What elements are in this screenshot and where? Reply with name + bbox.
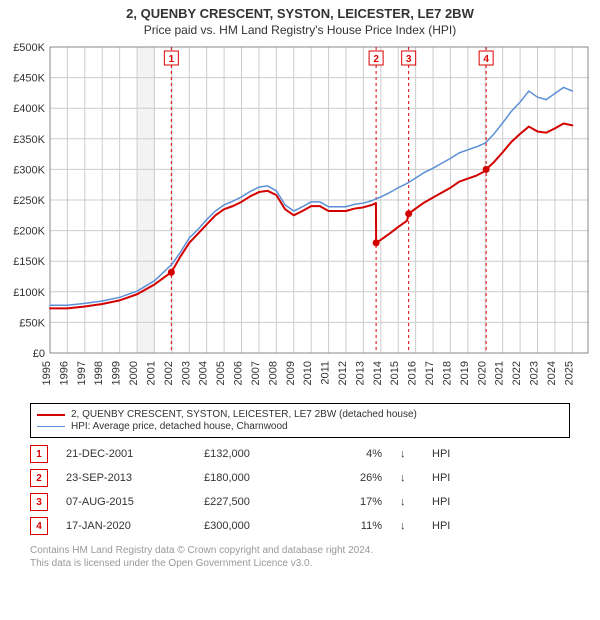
svg-text:2018: 2018 bbox=[441, 361, 453, 385]
svg-text:2000: 2000 bbox=[128, 361, 140, 385]
footer: Contains HM Land Registry data © Crown c… bbox=[0, 538, 600, 570]
svg-text:2007: 2007 bbox=[250, 361, 262, 385]
svg-text:2012: 2012 bbox=[337, 361, 349, 385]
svg-text:1998: 1998 bbox=[93, 361, 105, 385]
svg-text:2009: 2009 bbox=[285, 361, 297, 385]
footer-line-2: This data is licensed under the Open Gov… bbox=[30, 557, 570, 570]
svg-text:2021: 2021 bbox=[494, 361, 506, 385]
svg-text:2022: 2022 bbox=[511, 361, 523, 385]
svg-text:£100K: £100K bbox=[13, 287, 45, 299]
marker-price: £132,000 bbox=[204, 448, 304, 460]
marker-hpi-label: HPI bbox=[432, 448, 462, 460]
down-arrow-icon: ↓ bbox=[400, 496, 414, 508]
svg-text:2014: 2014 bbox=[372, 361, 384, 385]
marker-hpi-label: HPI bbox=[432, 496, 462, 508]
svg-text:1999: 1999 bbox=[111, 361, 123, 385]
svg-text:2020: 2020 bbox=[476, 361, 488, 385]
svg-text:£250K: £250K bbox=[13, 195, 45, 207]
marker-badge: 2 bbox=[30, 469, 48, 487]
svg-text:2004: 2004 bbox=[198, 361, 210, 385]
svg-text:2019: 2019 bbox=[459, 361, 471, 385]
down-arrow-icon: ↓ bbox=[400, 448, 414, 460]
marker-pct: 26% bbox=[322, 472, 382, 484]
marker-row: 1 21-DEC-2001 £132,000 4% ↓ HPI bbox=[30, 442, 570, 466]
svg-text:1995: 1995 bbox=[41, 361, 53, 385]
marker-row: 3 07-AUG-2015 £227,500 17% ↓ HPI bbox=[30, 490, 570, 514]
marker-badge: 1 bbox=[30, 445, 48, 463]
marker-date: 07-AUG-2015 bbox=[66, 496, 186, 508]
svg-text:£350K: £350K bbox=[13, 134, 45, 146]
svg-text:1996: 1996 bbox=[58, 361, 70, 385]
svg-text:1: 1 bbox=[169, 54, 175, 65]
marker-pct: 11% bbox=[322, 520, 382, 532]
svg-text:2024: 2024 bbox=[546, 361, 558, 385]
svg-text:2016: 2016 bbox=[407, 361, 419, 385]
svg-text:£150K: £150K bbox=[13, 256, 45, 268]
legend-item: 2, QUENBY CRESCENT, SYSTON, LEICESTER, L… bbox=[37, 409, 563, 420]
svg-text:£300K: £300K bbox=[13, 164, 45, 176]
marker-badge: 4 bbox=[30, 517, 48, 535]
svg-text:2017: 2017 bbox=[424, 361, 436, 385]
legend-label: HPI: Average price, detached house, Char… bbox=[71, 421, 288, 432]
svg-text:4: 4 bbox=[483, 54, 489, 65]
svg-text:£0: £0 bbox=[33, 348, 45, 360]
svg-text:2023: 2023 bbox=[529, 361, 541, 385]
title-area: 2, QUENBY CRESCENT, SYSTON, LEICESTER, L… bbox=[0, 0, 600, 37]
svg-text:2013: 2013 bbox=[354, 361, 366, 385]
marker-row: 2 23-SEP-2013 £180,000 26% ↓ HPI bbox=[30, 466, 570, 490]
down-arrow-icon: ↓ bbox=[400, 520, 414, 532]
markers-table: 1 21-DEC-2001 £132,000 4% ↓ HPI 2 23-SEP-2013 £1… bbox=[30, 442, 570, 538]
svg-text:£500K: £500K bbox=[13, 42, 45, 54]
marker-badge: 3 bbox=[30, 493, 48, 511]
svg-text:2010: 2010 bbox=[302, 361, 314, 385]
svg-text:2003: 2003 bbox=[180, 361, 192, 385]
chart: £0 £50K £100K £150K £200K £250K £300K £350K £400… bbox=[0, 37, 600, 397]
legend-swatch bbox=[37, 426, 65, 427]
legend-item: HPI: Average price, detached house, Char… bbox=[37, 421, 563, 432]
svg-text:2025: 2025 bbox=[563, 361, 575, 385]
marker-price: £180,000 bbox=[204, 472, 304, 484]
svg-text:2: 2 bbox=[373, 54, 379, 65]
marker-price: £300,000 bbox=[204, 520, 304, 532]
marker-row: 4 17-JAN-2020 £300,000 11% ↓ HPI bbox=[30, 514, 570, 538]
legend: 2, QUENBY CRESCENT, SYSTON, LEICESTER, L… bbox=[30, 403, 570, 438]
svg-text:1997: 1997 bbox=[76, 361, 88, 385]
svg-text:£400K: £400K bbox=[13, 103, 45, 115]
legend-swatch bbox=[37, 414, 65, 416]
marker-hpi-label: HPI bbox=[432, 472, 462, 484]
marker-hpi-label: HPI bbox=[432, 520, 462, 532]
title-address: 2, QUENBY CRESCENT, SYSTON, LEICESTER, L… bbox=[0, 6, 600, 21]
svg-text:2002: 2002 bbox=[163, 361, 175, 385]
svg-text:£200K: £200K bbox=[13, 226, 45, 238]
svg-text:2011: 2011 bbox=[320, 361, 332, 385]
title-subtitle: Price paid vs. HM Land Registry's House … bbox=[0, 23, 600, 37]
down-arrow-icon: ↓ bbox=[400, 472, 414, 484]
svg-text:£50K: £50K bbox=[19, 317, 45, 329]
marker-pct: 4% bbox=[322, 448, 382, 460]
marker-date: 23-SEP-2013 bbox=[66, 472, 186, 484]
svg-text:3: 3 bbox=[406, 54, 412, 65]
footer-line-1: Contains HM Land Registry data © Crown c… bbox=[30, 544, 570, 557]
marker-date: 21-DEC-2001 bbox=[66, 448, 186, 460]
marker-date: 17-JAN-2020 bbox=[66, 520, 186, 532]
svg-text:2015: 2015 bbox=[389, 361, 401, 385]
legend-label: 2, QUENBY CRESCENT, SYSTON, LEICESTER, L… bbox=[71, 409, 417, 420]
svg-text:£450K: £450K bbox=[13, 73, 45, 85]
marker-price: £227,500 bbox=[204, 496, 304, 508]
svg-text:2006: 2006 bbox=[233, 361, 245, 385]
svg-text:2008: 2008 bbox=[267, 361, 279, 385]
svg-text:2001: 2001 bbox=[145, 361, 157, 385]
marker-pct: 17% bbox=[322, 496, 382, 508]
svg-text:2005: 2005 bbox=[215, 361, 227, 385]
